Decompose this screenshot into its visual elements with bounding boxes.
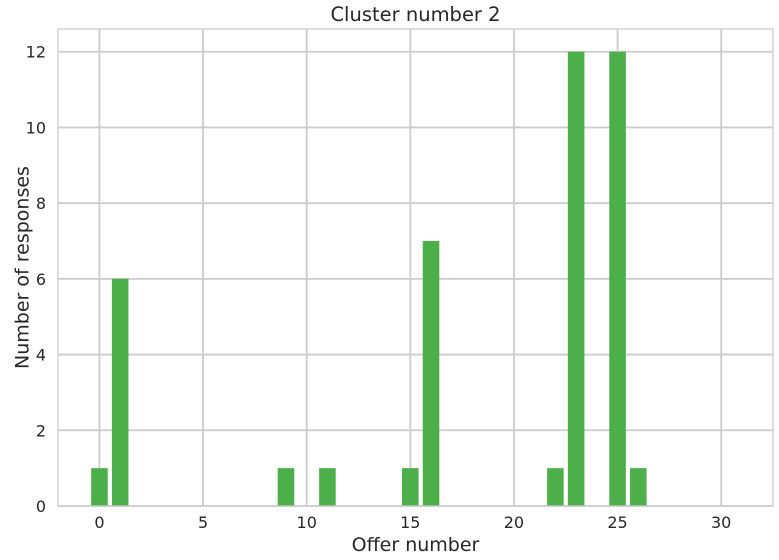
y-tick-label: 4 [36,346,46,365]
x-tick-label: 0 [94,513,104,532]
x-tick-label: 10 [297,513,317,532]
bar-offer-11 [319,468,336,506]
x-tick-label: 5 [198,513,208,532]
x-tick-label: 20 [504,513,524,532]
bars [91,51,647,506]
x-tick-label: 30 [711,513,731,532]
y-axis-label: Number of responses [12,166,34,369]
x-tick-labels: 0 5 10 15 20 25 30 [94,513,731,532]
axes-frame [57,28,774,507]
x-axis-label: Offer number [352,534,480,556]
bar-offer-1 [111,278,129,506]
y-tick-label: 10 [26,118,46,137]
x-tick-label: 15 [400,513,420,532]
y-tick-label: 2 [36,421,46,440]
grid [58,29,773,507]
chart-title: Cluster number 2 [330,3,500,26]
bar-offer-16 [422,241,440,506]
y-tick-label: 0 [36,497,46,516]
bar-offer-26 [630,468,647,506]
bar-offer-25 [609,51,626,506]
bar-offer-23 [567,51,585,506]
y-tick-label: 8 [36,194,46,213]
bar-offer-0 [91,468,108,506]
x-tick-label: 25 [607,513,627,532]
y-tick-labels: 0 2 4 6 8 10 12 [26,43,46,516]
y-tick-label: 6 [36,270,46,289]
y-tick-label: 12 [26,43,46,62]
bar-offer-15 [402,468,419,506]
bar-offer-22 [547,468,564,506]
bar-offer-9 [277,468,295,506]
